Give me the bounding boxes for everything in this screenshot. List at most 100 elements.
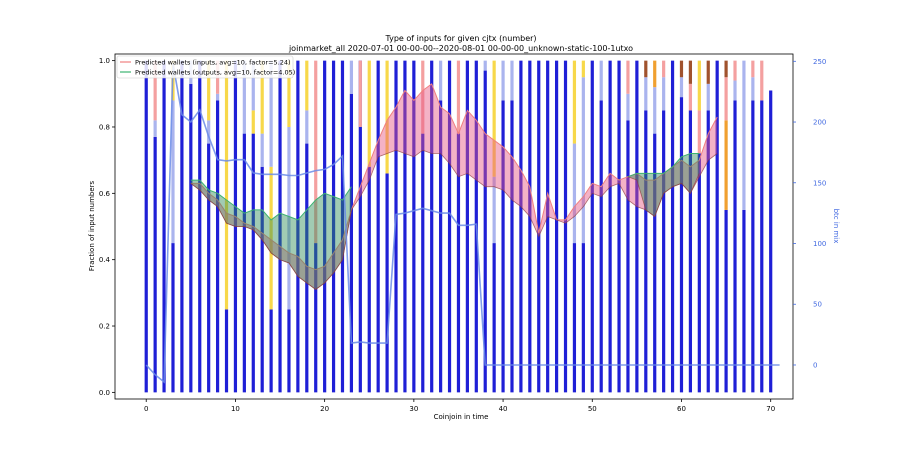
bar <box>679 97 684 393</box>
bar-segment <box>456 60 461 134</box>
bar-segment <box>171 100 175 244</box>
bar <box>349 93 354 393</box>
y2-tick-label: 200 <box>813 119 826 127</box>
bar <box>412 60 416 393</box>
bar <box>305 143 309 393</box>
bar <box>323 60 327 393</box>
bar <box>376 60 380 393</box>
bar-segment <box>697 110 701 154</box>
bar <box>751 100 755 393</box>
bar-segment <box>385 60 389 174</box>
bar-segment <box>492 176 496 244</box>
bar <box>430 60 434 393</box>
x-tick-label: 50 <box>588 405 597 413</box>
y-tick-label: 0.4 <box>99 256 111 264</box>
bar-segment <box>733 80 737 101</box>
legend-box <box>116 55 294 79</box>
y2-tick-label: 250 <box>813 58 826 66</box>
y-tick-label: 0.8 <box>99 123 110 131</box>
bar-segment <box>367 60 371 167</box>
band-lower-line-1 <box>190 183 352 290</box>
bar <box>162 60 166 393</box>
band-upper-line-1 <box>190 179 352 221</box>
bar <box>278 60 282 393</box>
btc-line-layer <box>145 63 780 384</box>
y2-tick-label: 0 <box>813 361 817 369</box>
bar-segment <box>706 83 710 111</box>
bar-segment <box>483 60 487 71</box>
bar <box>465 60 469 393</box>
bar-segment <box>510 60 514 101</box>
bar <box>697 153 701 393</box>
x-tick-label: 10 <box>231 405 240 413</box>
bar <box>439 100 443 393</box>
bar-segment <box>581 60 585 78</box>
bar-segment <box>358 60 362 127</box>
bar-segment <box>305 110 309 144</box>
bar-segment <box>742 60 746 210</box>
x-tick-label: 40 <box>499 405 508 413</box>
bar-segment <box>153 120 157 137</box>
y-tick-label: 0.0 <box>99 389 110 397</box>
bar <box>546 60 550 393</box>
bar <box>501 100 505 393</box>
bar-segment <box>207 120 211 144</box>
bar <box>519 60 523 393</box>
bar-segment <box>626 93 630 121</box>
bar <box>269 309 273 393</box>
bar-segment <box>153 60 157 121</box>
bar <box>563 60 568 393</box>
bar-segment <box>679 77 684 98</box>
y2-tick-label: 100 <box>813 240 826 248</box>
bar-segment <box>501 60 505 101</box>
bar <box>314 243 318 393</box>
bar-segment <box>269 60 273 167</box>
x-tick-label: 70 <box>766 405 775 413</box>
bar-segment <box>706 60 710 84</box>
bar <box>287 309 291 393</box>
bar-segment <box>724 77 728 121</box>
bar <box>670 60 675 393</box>
bar-segment <box>626 60 630 94</box>
bar-segment <box>314 60 318 244</box>
bar <box>724 209 728 393</box>
y2-axis-ticks: 0 50 100 150 200 250 <box>793 58 826 369</box>
bar <box>456 133 461 393</box>
y2-tick-label: 150 <box>813 179 826 187</box>
x-tick-label: 60 <box>677 405 686 413</box>
bar-segment <box>760 60 764 101</box>
bar <box>153 136 157 393</box>
band-lower-line-2 <box>627 173 700 218</box>
bar <box>403 60 407 393</box>
bar-segment <box>269 166 273 310</box>
bar <box>224 309 229 393</box>
bar <box>590 60 594 393</box>
bar <box>207 143 211 393</box>
bar-segment <box>751 60 755 78</box>
bar <box>706 110 710 393</box>
bar <box>653 133 657 393</box>
bar-segment <box>421 60 425 134</box>
bar <box>215 100 220 393</box>
bar <box>617 60 621 393</box>
bar <box>358 60 362 393</box>
bar <box>528 60 532 393</box>
bar <box>688 110 693 393</box>
bar-segment <box>439 60 443 101</box>
band-fill-2 <box>628 153 700 217</box>
bands-layer <box>190 83 718 290</box>
band-fill-0 <box>190 83 718 290</box>
x-axis-label: Coinjoin in time <box>434 413 489 421</box>
bar-segment <box>751 77 755 101</box>
bar-segment <box>287 60 291 127</box>
band-fill-1 <box>190 180 352 290</box>
bar <box>608 60 612 393</box>
bar-segment <box>251 110 255 134</box>
bar-segment <box>688 83 693 111</box>
bar <box>447 60 452 393</box>
bar <box>572 243 577 393</box>
bar <box>554 60 559 393</box>
bar <box>189 83 193 393</box>
bar-segment <box>644 77 648 111</box>
